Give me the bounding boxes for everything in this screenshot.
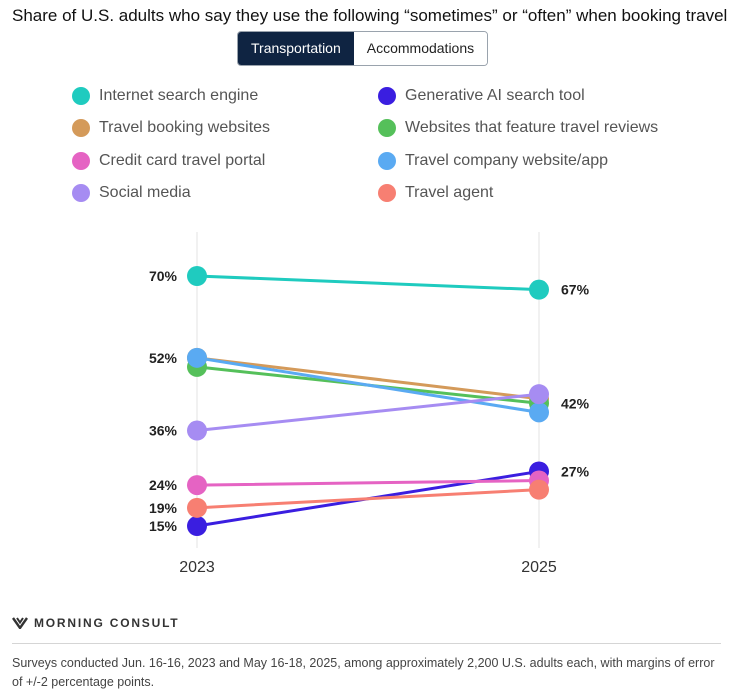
legend-swatch <box>72 152 90 170</box>
legend-swatch <box>72 184 90 202</box>
view-toggle: Transportation Accommodations <box>237 31 489 66</box>
legend-item: Internet search engine <box>72 87 258 105</box>
legend-label: Social media <box>99 184 191 201</box>
data-label: 67% <box>561 282 590 298</box>
legend-label: Travel booking websites <box>99 119 271 136</box>
tab-accommodations[interactable]: Accommodations <box>353 32 488 65</box>
data-label: 36% <box>149 423 178 439</box>
legend-label: Travel agent <box>405 184 494 201</box>
legend-label: Travel company website/app <box>405 152 609 169</box>
legend-swatch <box>72 87 90 105</box>
x-tick-label: 2023 <box>179 559 215 576</box>
legend-label: Generative AI search tool <box>405 87 585 104</box>
data-point <box>187 475 207 496</box>
footnote: Surveys conducted Jun. 16-16, 2023 and M… <box>12 656 715 689</box>
legend-label: Internet search engine <box>99 87 259 104</box>
morning-consult-logo-icon <box>12 617 28 629</box>
data-label: 15% <box>149 518 178 534</box>
legend-item: Generative AI search tool <box>378 87 585 105</box>
legend-item: Credit card travel portal <box>72 152 265 170</box>
data-point <box>187 516 207 536</box>
legend-item: Websites that feature travel reviews <box>378 119 658 137</box>
brand-name: MORNING CONSULT <box>34 616 180 630</box>
data-point <box>529 402 549 423</box>
chart-title: Share of U.S. adults who say they use th… <box>12 6 728 25</box>
legend-item: Travel booking websites <box>72 119 270 137</box>
tab-transportation[interactable]: Transportation <box>238 32 354 65</box>
brand: MORNING CONSULT <box>12 616 179 630</box>
legend-swatch <box>378 87 396 105</box>
footer-divider <box>12 643 721 644</box>
data-label: 70% <box>149 268 178 284</box>
x-tick-label: 2025 <box>521 559 557 576</box>
legend-item: Travel company website/app <box>378 152 608 170</box>
data-label: 52% <box>149 350 178 366</box>
series-line <box>195 356 541 401</box>
legend-label: Credit card travel portal <box>99 152 266 169</box>
series-line <box>195 392 541 433</box>
legend-item: Travel agent <box>378 184 493 202</box>
series-line <box>195 274 541 292</box>
data-label: 42% <box>561 395 590 411</box>
data-point <box>529 479 549 500</box>
data-label: 24% <box>149 477 178 493</box>
line-chart: 70% 52% 36% 24% 19% 15% 67% 42% 27% 2023 2025 <box>149 232 590 576</box>
series-line <box>195 488 541 510</box>
data-point <box>529 279 549 300</box>
legend-item: Social media <box>72 184 191 202</box>
legend-swatch <box>378 119 396 137</box>
data-point <box>187 497 207 518</box>
data-point <box>529 384 549 405</box>
series-line <box>195 356 541 414</box>
legend-swatch <box>72 119 90 137</box>
data-label: 19% <box>149 500 178 516</box>
legend-label: Websites that feature travel reviews <box>405 119 659 136</box>
data-point <box>187 266 207 286</box>
data-label: 27% <box>561 463 590 479</box>
data-point <box>187 420 207 441</box>
legend-swatch <box>378 184 396 202</box>
legend-swatch <box>378 152 396 170</box>
data-point <box>187 347 207 368</box>
series-line <box>195 479 541 487</box>
